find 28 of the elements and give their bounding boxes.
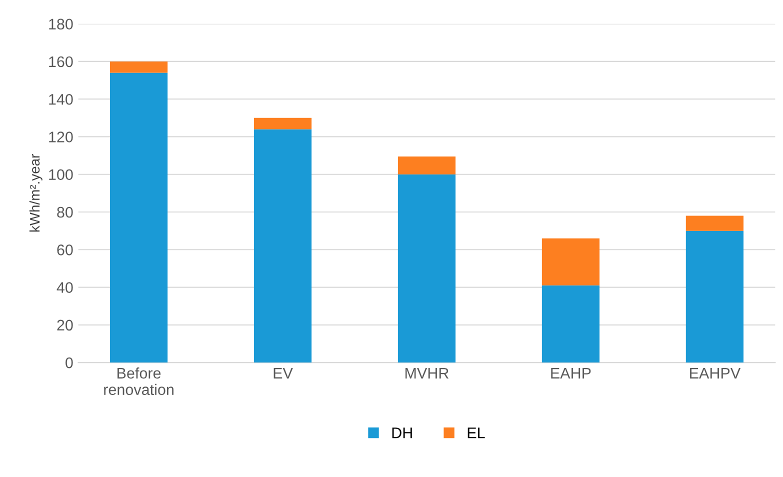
legend-label: EL bbox=[468, 428, 485, 438]
y-tick-label: 40 bbox=[56, 282, 73, 293]
y-tick-label: 0 bbox=[66, 357, 73, 368]
bar bbox=[542, 285, 600, 363]
y-tick-label: 120 bbox=[49, 132, 73, 142]
y-axis-title: kWh/m².year bbox=[29, 154, 42, 232]
x-tick-label: EV bbox=[274, 368, 293, 378]
x-tick-label: EAHP bbox=[551, 368, 591, 378]
y-tick-label: 20 bbox=[57, 320, 73, 331]
legend-label: DH bbox=[392, 428, 412, 438]
x-tick-label: MVHR bbox=[405, 368, 449, 378]
y-tick-label: 140 bbox=[49, 94, 73, 105]
bar bbox=[254, 129, 312, 363]
bar bbox=[398, 156, 456, 174]
bar bbox=[110, 72, 168, 363]
y-tick-label: 160 bbox=[49, 56, 73, 68]
y-tick-label: 180 bbox=[49, 18, 73, 30]
x-tick-label: Before renovation bbox=[104, 367, 174, 396]
bar bbox=[686, 230, 744, 363]
bar bbox=[686, 216, 744, 231]
y-tick-label: 100 bbox=[49, 169, 73, 180]
bar bbox=[254, 118, 312, 130]
bar bbox=[110, 61, 168, 73]
y-tick-label: 80 bbox=[57, 206, 73, 218]
bar bbox=[542, 238, 600, 286]
y-tick-label: 60 bbox=[57, 244, 73, 256]
bar bbox=[398, 174, 456, 363]
x-tick-label: EAHPV bbox=[690, 368, 741, 378]
